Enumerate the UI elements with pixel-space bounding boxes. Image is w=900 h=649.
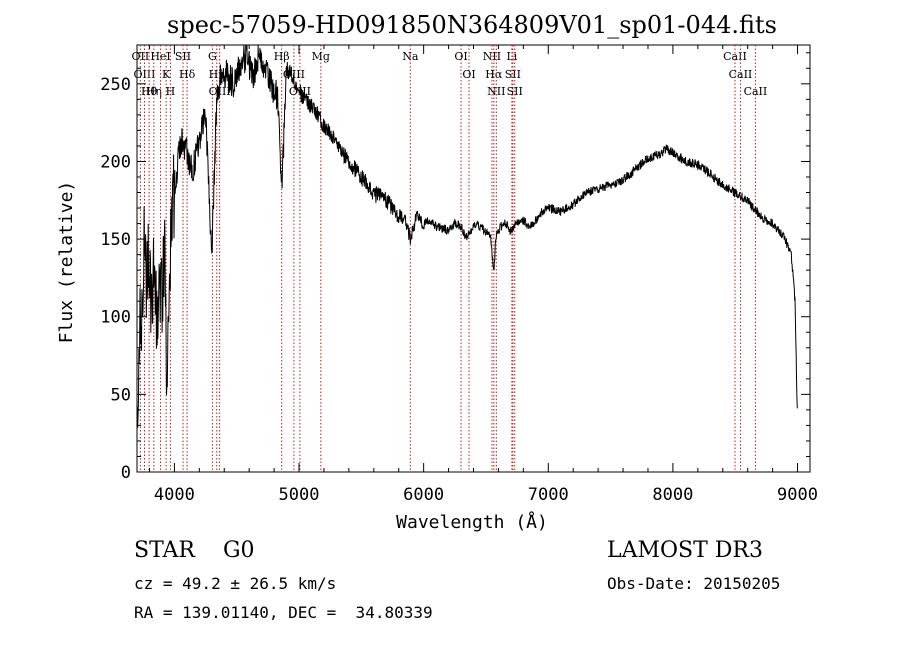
spectral-line-label: NII (483, 50, 501, 63)
survey-name: LAMOST DR3 (607, 538, 763, 563)
spectral-line-label: SII (505, 68, 521, 81)
obs-date: Obs-Date: 20150205 (607, 574, 781, 593)
spectral-line-label: Na (402, 50, 419, 63)
spectral-line-label: SII (175, 50, 191, 63)
y-axis-label: Flux (relative) (56, 181, 77, 344)
x-tick-label: 7000 (528, 485, 569, 505)
spectral-line-label: OII (132, 50, 150, 63)
spectral-line-label: Hη (146, 85, 162, 98)
x-tick-label: 9000 (777, 485, 818, 505)
x-tick-label: 5000 (279, 485, 320, 505)
spectral-line-label: HeI (150, 50, 170, 63)
spectrum-plot: spec-57059-HD091850N364809V01_sp01-044.f… (56, 11, 818, 533)
spectrum-line (136, 44, 798, 428)
y-tick-label: 100 (100, 308, 131, 328)
x-tick-label: 4000 (154, 485, 195, 505)
y-tick-label: 250 (100, 75, 131, 95)
axis-ticks: 4000 5000 6000 7000 8000 9000 0 50 100 150 200 250 (100, 45, 818, 505)
spectral-line-label: CaII (729, 68, 753, 81)
spectral-line-label: OI (454, 50, 467, 63)
spectral-line-label: G (208, 50, 217, 63)
spectral-line-label: OIII (133, 68, 155, 81)
y-tick-label: 50 (111, 385, 131, 405)
x-tick-label: 8000 (652, 485, 693, 505)
spectral-line-label: NII (487, 85, 505, 98)
x-axis-label: Wavelength (Å) (396, 511, 548, 533)
spectral-line-label: OI (462, 68, 475, 81)
x-tick-label: 6000 (403, 485, 444, 505)
spectral-line-label: Hα (485, 68, 503, 81)
spectral-line-label: H (166, 85, 176, 98)
y-tick-label: 200 (100, 152, 131, 172)
plot-frame (136, 44, 811, 473)
redshift-cz: cz = 49.2 ± 26.5 km/s (134, 574, 337, 593)
chart-title: spec-57059-HD091850N364809V01_sp01-044.f… (167, 11, 777, 39)
spectral-line-markers: OIIOIIIHθHηHeIKHSIIHδGHγOIIIHβOIIIOIIIMg… (132, 45, 768, 472)
spectral-line-label: Li (506, 50, 517, 63)
y-tick-label: 0 (121, 463, 131, 483)
spectral-line-label: CaII (744, 85, 768, 98)
spectral-line-label: CaII (723, 50, 747, 63)
y-tick-label: 150 (100, 230, 131, 250)
spectral-line-label: Hδ (179, 68, 196, 81)
object-class: STAR G0 (134, 538, 255, 563)
spectral-line-label: Mg (312, 50, 330, 63)
spectral-line-label: Hβ (274, 50, 290, 63)
spectral-line-label: SII (507, 85, 523, 98)
ra-dec: RA = 139.01140, DEC = 34.80339 (134, 603, 433, 622)
spectral-line-label: K (162, 68, 171, 81)
